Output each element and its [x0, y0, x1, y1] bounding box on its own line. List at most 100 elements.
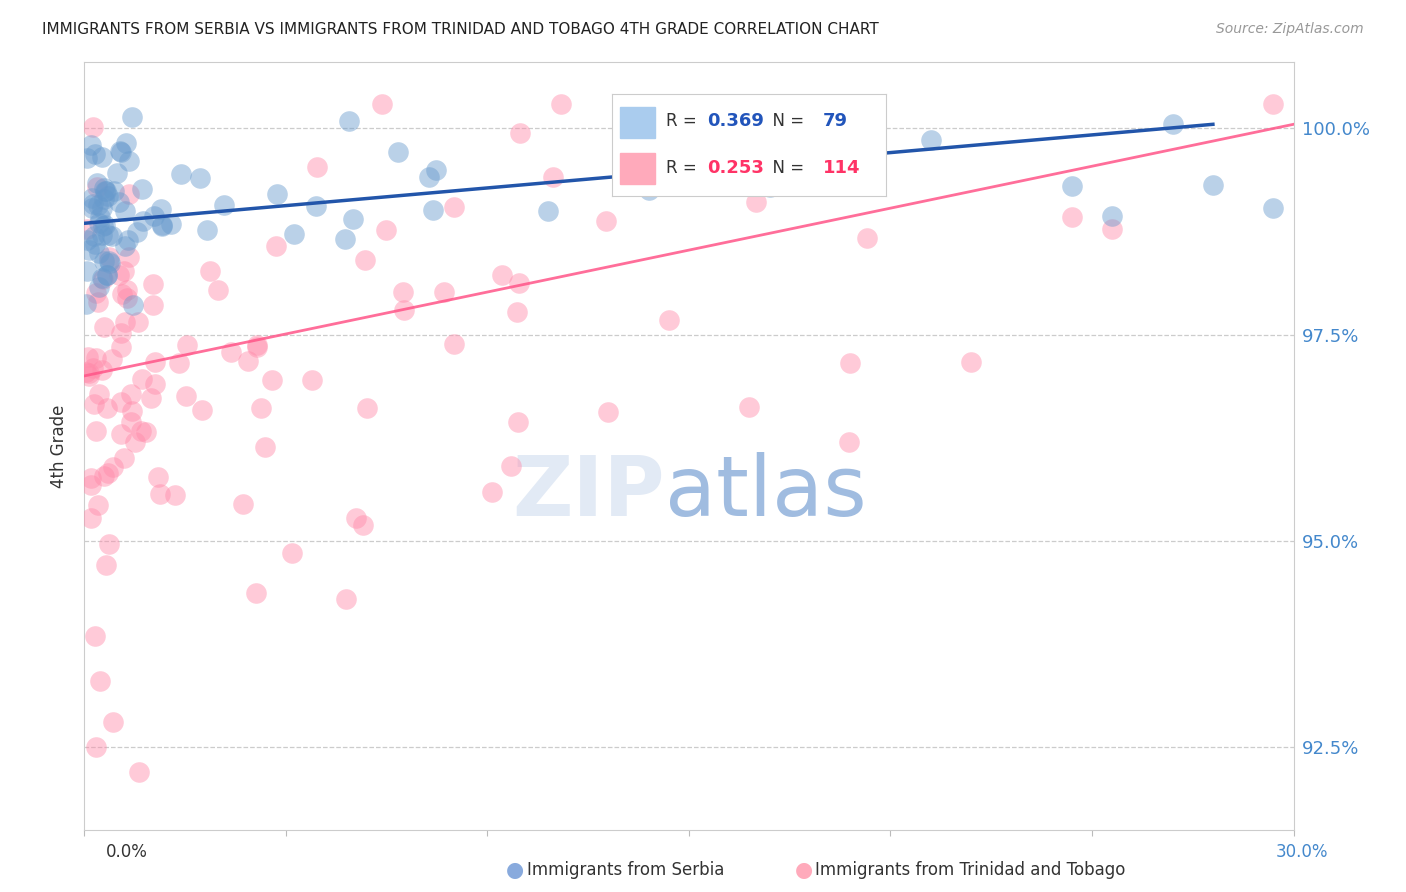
- Point: [150, 219, 173, 233]
- Point: [77, 243, 100, 257]
- Point: [89, 674, 111, 689]
- Point: [110, 326, 132, 340]
- Point: [105, 165, 128, 179]
- Point: [82, 361, 104, 376]
- Point: [76, 151, 98, 165]
- Text: 30.0%: 30.0%: [1277, 843, 1329, 861]
- Point: [374, 223, 396, 237]
- Text: 114: 114: [823, 159, 860, 177]
- Point: [344, 511, 367, 525]
- Point: [499, 458, 522, 473]
- Text: 0.0%: 0.0%: [105, 843, 148, 861]
- Point: [392, 303, 415, 318]
- Point: [124, 434, 146, 449]
- Point: [114, 136, 136, 150]
- Point: [132, 213, 155, 227]
- Point: [266, 186, 288, 201]
- Point: [508, 277, 530, 291]
- Point: [1161, 117, 1184, 131]
- Point: [82, 201, 104, 215]
- Point: [392, 285, 415, 299]
- Point: [150, 219, 173, 234]
- Point: [170, 167, 193, 181]
- Point: [246, 337, 269, 351]
- Point: [108, 195, 131, 210]
- Point: [76, 233, 98, 247]
- Point: [745, 195, 768, 210]
- Point: [305, 199, 328, 213]
- Point: [758, 179, 780, 194]
- Point: [281, 546, 304, 560]
- Point: [83, 397, 105, 411]
- Point: [190, 170, 212, 185]
- Text: 79: 79: [823, 112, 848, 130]
- Point: [96, 558, 118, 572]
- Point: [83, 236, 105, 251]
- Point: [93, 184, 115, 198]
- Point: [108, 268, 131, 283]
- Point: [356, 401, 378, 415]
- Point: [418, 169, 440, 184]
- Point: [131, 372, 153, 386]
- Point: [103, 184, 125, 198]
- Point: [550, 96, 572, 111]
- Point: [89, 215, 111, 229]
- Point: [637, 183, 659, 197]
- Point: [149, 487, 172, 501]
- Point: [83, 229, 105, 244]
- Point: [114, 204, 136, 219]
- Point: [146, 470, 169, 484]
- Point: [75, 365, 97, 379]
- Point: [212, 198, 235, 212]
- Point: [91, 219, 114, 234]
- Point: [108, 144, 131, 158]
- Point: [120, 415, 142, 429]
- Point: [131, 182, 153, 196]
- Point: [82, 196, 104, 211]
- Point: [80, 478, 103, 492]
- Point: [93, 193, 115, 207]
- Point: [90, 270, 112, 285]
- Point: [91, 272, 114, 286]
- Point: [121, 404, 143, 418]
- Point: [89, 280, 111, 294]
- Point: [799, 179, 821, 194]
- Text: Immigrants from Trinidad and Tobago: Immigrants from Trinidad and Tobago: [815, 861, 1126, 879]
- Point: [118, 153, 141, 168]
- Point: [856, 231, 879, 245]
- Point: [94, 218, 117, 232]
- Point: [129, 425, 152, 439]
- Text: Source: ZipAtlas.com: Source: ZipAtlas.com: [1216, 22, 1364, 37]
- Point: [91, 363, 114, 377]
- Point: [80, 471, 103, 485]
- Text: ZIP: ZIP: [512, 451, 665, 533]
- Point: [207, 283, 229, 297]
- Point: [508, 415, 530, 429]
- Point: [491, 268, 513, 283]
- Bar: [620, 153, 655, 184]
- Point: [86, 180, 108, 194]
- Point: [118, 250, 141, 264]
- Point: [82, 120, 104, 135]
- Point: [87, 198, 110, 212]
- Point: [658, 313, 681, 327]
- Point: [114, 316, 136, 330]
- Point: [1263, 201, 1285, 215]
- Point: [143, 209, 166, 223]
- Point: [1101, 222, 1123, 236]
- Point: [86, 176, 108, 190]
- Point: [1202, 178, 1225, 192]
- Point: [266, 239, 288, 253]
- Point: [159, 218, 181, 232]
- Point: [387, 145, 409, 159]
- Point: [111, 287, 134, 301]
- Point: [127, 315, 149, 329]
- Point: [301, 374, 323, 388]
- Bar: [620, 107, 655, 137]
- Point: [110, 145, 132, 160]
- Point: [117, 291, 139, 305]
- Point: [333, 232, 356, 246]
- Point: [818, 96, 841, 111]
- Point: [543, 169, 565, 184]
- Point: [96, 268, 118, 282]
